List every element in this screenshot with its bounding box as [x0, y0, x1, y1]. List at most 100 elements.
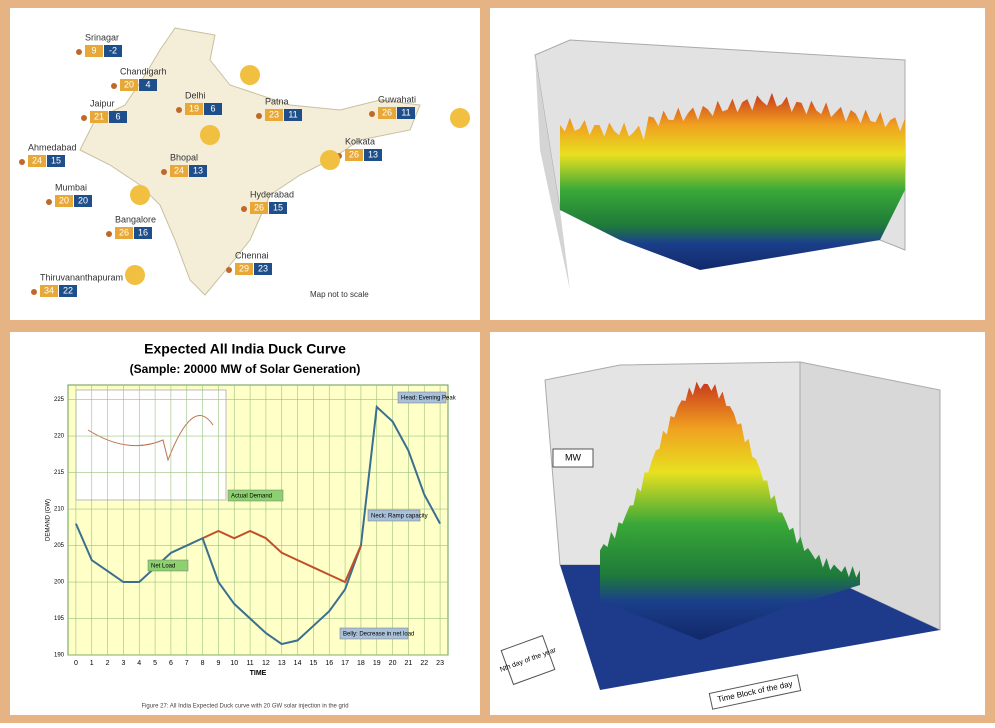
x-tick-label: 5	[153, 660, 157, 667]
y-axis-label: DEMAND (GW)	[46, 499, 52, 541]
y-tick-label: 210	[54, 507, 65, 513]
chart-title: Expected All India Duck Curve	[144, 341, 346, 357]
city-name: Hyderabad	[250, 189, 294, 199]
map-note: Map not to scale	[310, 290, 369, 299]
y-tick-label: 220	[54, 434, 65, 440]
high-temp: 24	[32, 155, 42, 165]
x-tick-label: 0	[74, 660, 78, 667]
sun-icon	[200, 125, 220, 145]
low-temp: 23	[258, 263, 268, 273]
city-name: Thiruvananthapuram	[40, 272, 123, 282]
city-name: Guwahati	[378, 94, 416, 104]
x-tick-label: 19	[373, 660, 381, 667]
high-temp: 9	[91, 45, 96, 55]
x-tick-label: 13	[278, 660, 286, 667]
city-dot	[76, 49, 82, 55]
x-tick-label: 17	[341, 660, 349, 667]
city-dot	[81, 115, 87, 121]
low-temp: 22	[63, 285, 73, 295]
city-dot	[241, 206, 247, 212]
sun-icon	[130, 185, 150, 205]
city-name: Chennai	[235, 250, 269, 260]
high-temp: 20	[124, 79, 134, 89]
city-name: Ahmedabad	[28, 142, 77, 152]
city-name: Jaipur	[90, 98, 115, 108]
low-temp: 20	[78, 195, 88, 205]
low-temp: 6	[115, 111, 120, 121]
x-tick-label: 20	[389, 660, 397, 667]
low-temp: -2	[109, 45, 117, 55]
x-tick-label: 14	[294, 660, 302, 667]
city-dot	[256, 113, 262, 119]
low-temp: 15	[51, 155, 61, 165]
high-temp: 19	[189, 103, 199, 113]
high-temp: 26	[119, 227, 129, 237]
x-tick-label: 22	[420, 660, 428, 667]
low-temp: 15	[273, 202, 283, 212]
high-temp: 26	[254, 202, 264, 212]
low-temp: 6	[210, 103, 215, 113]
city-dot	[161, 169, 167, 175]
city-name: Patna	[265, 96, 289, 106]
x-tick-label: 3	[121, 660, 125, 667]
annotation: Head: Evening Peak	[401, 396, 457, 402]
x-tick-label: 6	[169, 660, 173, 667]
city-name: Srinagar	[85, 32, 119, 42]
city-dot	[19, 159, 25, 165]
caption: Figure 27: All India Expected Duck curve…	[141, 704, 348, 710]
sun-icon	[125, 265, 145, 285]
series-label: Actual Demand	[231, 494, 272, 500]
low-temp: 11	[288, 109, 297, 119]
x-tick-label: 8	[201, 660, 205, 667]
city-dot	[226, 267, 232, 273]
city-name: Delhi	[185, 90, 206, 100]
low-temp: 13	[368, 149, 378, 159]
city-dot	[46, 199, 52, 205]
annotation: Belly: Decrease in net load	[343, 632, 414, 638]
x-tick-label: 15	[310, 660, 318, 667]
sun-icon	[320, 150, 340, 170]
x-tick-label: 2	[106, 660, 110, 667]
low-temp: 13	[193, 165, 203, 175]
inset	[76, 390, 226, 500]
high-temp: 29	[239, 263, 249, 273]
city-name: Chandigarh	[120, 66, 167, 76]
x-tick-label: 1	[90, 660, 94, 667]
city-dot	[111, 83, 117, 89]
high-temp: 21	[94, 111, 104, 121]
city-name: Bhopal	[170, 152, 198, 162]
low-temp: 11	[401, 107, 410, 117]
y-tick-label: 225	[54, 397, 65, 403]
x-tick-label: 7	[185, 660, 189, 667]
x-tick-label: 10	[230, 660, 238, 667]
y-tick-label: 200	[54, 580, 65, 586]
city-dot	[176, 107, 182, 113]
high-temp: 23	[269, 109, 279, 119]
y-tick-label: 195	[54, 616, 65, 622]
x-tick-label: 12	[262, 660, 270, 667]
series-label: Net Load	[151, 564, 175, 570]
city-name: Bangalore	[115, 214, 156, 224]
page: Map not to scale MW Time Block of the da…	[0, 0, 995, 723]
city-dot	[31, 289, 37, 295]
y-tick-label: 190	[54, 653, 65, 659]
high-temp: 20	[59, 195, 69, 205]
x-tick-label: 9	[216, 660, 220, 667]
x-tick-label: 4	[137, 660, 141, 667]
y-tick-label: 205	[54, 543, 65, 549]
sun-icon	[240, 65, 260, 85]
city-dot	[106, 231, 112, 237]
x-tick-label: 18	[357, 660, 365, 667]
sun-icon	[450, 108, 470, 128]
high-temp: 24	[174, 165, 184, 175]
x-tick-label: 11	[246, 660, 253, 667]
city-name: Mumbai	[55, 182, 87, 192]
y-axis-label: MW	[565, 452, 581, 462]
x-axis-label: TIME	[250, 670, 267, 677]
city-dot	[369, 111, 375, 117]
x-tick-label: 21	[405, 660, 413, 667]
x-tick-label: 16	[325, 660, 333, 667]
y-tick-label: 215	[54, 470, 65, 476]
chart-subtitle: (Sample: 20000 MW of Solar Generation)	[130, 362, 361, 376]
high-temp: 26	[349, 149, 359, 159]
